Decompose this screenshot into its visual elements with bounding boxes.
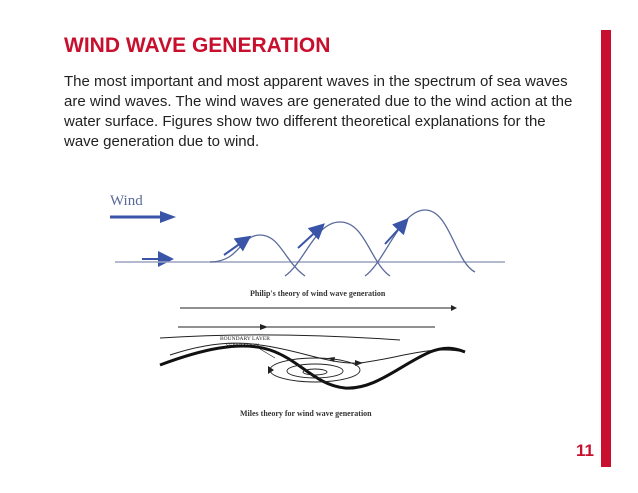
wave-3	[364, 209, 476, 277]
page-number: 11	[576, 441, 594, 460]
miles-wave-surface	[159, 344, 466, 390]
wind-arrow-head	[160, 211, 176, 223]
vortex-mid	[286, 363, 344, 379]
boundary-layer-label-1: BOUNDARY LAYER	[220, 336, 270, 342]
vortex-inner	[302, 368, 328, 376]
slide-body-text: The most important and most apparent wav…	[64, 73, 573, 150]
vortex-arrow	[268, 366, 274, 374]
label-leader	[259, 348, 276, 359]
wind-wave-figure: Wind Philip's theory of wind wave genera…	[110, 193, 505, 418]
miles-diagram: BOUNDARY LAYER SEPARATION Miles theory f…	[159, 305, 466, 418]
streamline-3-arrow	[260, 324, 268, 330]
wave-2	[284, 221, 391, 277]
vortex-arrow-2	[328, 357, 335, 362]
accent-bar	[601, 30, 611, 467]
wavy-flow-arrow	[355, 360, 363, 366]
slope-arrow-3	[384, 218, 409, 245]
wave-1	[209, 234, 306, 277]
slope-arrow-2	[297, 223, 325, 249]
wavy-flow-line	[169, 342, 466, 364]
slide-title: WIND WAVE GENERATION	[64, 34, 331, 57]
philips-diagram: Wind Philip's theory of wind wave genera…	[110, 193, 505, 298]
slope-arrow-1	[223, 235, 252, 256]
streamline-2b	[159, 334, 401, 341]
philips-caption: Philip's theory of wind wave generation	[250, 289, 386, 298]
miles-caption: Miles theory for wind wave generation	[240, 409, 372, 418]
wind-label: Wind	[110, 193, 143, 209]
